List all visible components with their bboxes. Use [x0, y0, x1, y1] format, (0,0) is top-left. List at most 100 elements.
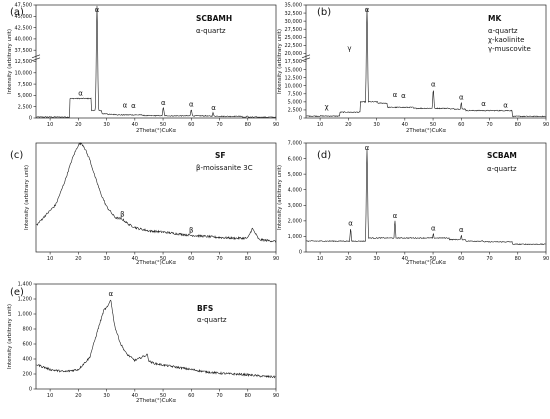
panel-label: (b) [317, 7, 331, 18]
x-tick-label: 50 [160, 256, 166, 262]
x-tick-label: 80 [245, 256, 251, 262]
peak-annotation: α [161, 99, 166, 107]
y-tick-label: 0 [299, 116, 302, 122]
x-tick-label: 20 [345, 256, 351, 262]
panel-0: 10 20 30 40 50 60 70 80 90 0 2,500 5,000 7,500 10,000… [7, 3, 279, 134]
peak-annotation: α [459, 94, 464, 102]
x-axis-label: 2Theta(°)CuKα [406, 128, 446, 134]
x-tick-label: 60 [188, 122, 194, 128]
y-tick-label: 42,500 [15, 25, 33, 31]
x-tick-label: 40 [402, 122, 408, 128]
x-tick-label: 70 [216, 256, 222, 262]
y-axis-label: Intensity (arbitrary unit) [24, 165, 30, 230]
y-tick-label: 7,500 [18, 82, 32, 88]
y-tick-label: 10,000 [285, 83, 303, 89]
y-tick-label: 40,000 [15, 37, 33, 43]
y-tick-label: 37,500 [15, 48, 33, 54]
x-tick-label: 30 [373, 122, 379, 128]
y-tick-label: 800 [22, 327, 32, 333]
x-tick-label: 60 [458, 256, 464, 262]
y-axis-label: Intensity (arbitrary unit) [277, 29, 283, 94]
peak-annotation: α [503, 102, 508, 110]
x-tick-label: 60 [188, 393, 194, 399]
peak-annotation: α [95, 6, 100, 14]
y-tick-label: 32,500 [285, 11, 303, 17]
peak-annotation: α [131, 102, 136, 110]
sample-name: SCBAMH [196, 14, 232, 23]
x-tick-label: 60 [188, 256, 194, 262]
x-tick-label: 20 [75, 122, 81, 128]
peak-annotation: α [401, 92, 406, 100]
y-tick-label: 5,000 [18, 93, 32, 99]
x-tick-label: 10 [47, 122, 53, 128]
y-tick-label: 1,400 [18, 282, 32, 288]
y-tick-label: 15,000 [285, 67, 303, 73]
sample-name: SCBAM [487, 151, 517, 160]
y-tick-label: 35,000 [285, 3, 303, 9]
y-tick-label: 45,000 [15, 14, 33, 20]
phase-label: α-quartz [197, 316, 227, 324]
plot-frame [305, 4, 547, 119]
x-tick-label: 90 [273, 393, 279, 399]
panel-label: (e) [10, 287, 24, 298]
peak-annotation: α [78, 89, 83, 97]
phase-label: α-quartz [488, 27, 518, 35]
y-tick-label: 12,500 [285, 75, 303, 81]
x-tick-label: 90 [543, 256, 549, 262]
x-tick-label: 70 [216, 122, 222, 128]
x-tick-label: 80 [515, 122, 521, 128]
peak-annotation: α [348, 220, 353, 228]
peak-annotation: α [123, 101, 128, 109]
peak-annotation: α [481, 100, 486, 108]
axis-break-mark [31, 54, 41, 62]
x-tick-label: 60 [458, 122, 464, 128]
x-tick-label: 30 [103, 256, 109, 262]
y-tick-label: 0 [299, 250, 302, 256]
y-tick-label: 7,000 [288, 141, 302, 147]
y-tick-label: 0 [29, 116, 32, 122]
x-tick-label: 50 [160, 393, 166, 399]
x-axis-label: 2Theta(°)CuKα [406, 260, 446, 266]
x-tick-label: 90 [273, 122, 279, 128]
plot-frame [35, 142, 277, 253]
y-tick-label: 20,000 [285, 51, 303, 57]
y-tick-label: 1,000 [288, 234, 302, 240]
panel-3: 10 20 30 40 50 60 70 80 90 0 1,000 2,000 3,000 4,000 5… [277, 141, 549, 266]
peak-annotation: α [189, 100, 194, 108]
peak-annotation: α [365, 144, 370, 152]
y-tick-label: 7,500 [288, 91, 302, 97]
x-tick-label: 50 [430, 122, 436, 128]
peak-annotation: γ [347, 44, 351, 52]
x-tick-label: 20 [75, 393, 81, 399]
y-tick-label: 2,500 [288, 108, 302, 114]
x-tick-label: 80 [515, 256, 521, 262]
peak-annotation: α [365, 6, 370, 14]
x-axis-label: 2Theta(°)CuKα [136, 128, 176, 134]
x-tick-label: 10 [317, 256, 323, 262]
peak-annotation: α [393, 212, 398, 220]
panel-1: 10 20 30 40 50 60 70 80 90 0 2,500 5,000 7,500 10,000… [277, 3, 549, 134]
plot-frame [305, 142, 547, 253]
x-tick-label: 10 [47, 256, 53, 262]
x-tick-label: 40 [132, 256, 138, 262]
diffraction-pattern-line [36, 142, 276, 243]
phase-label: β-moissanite 3C [196, 164, 253, 172]
y-axis-label: Intensity (arbitrary unit) [277, 165, 283, 230]
peak-annotation: β [120, 210, 124, 218]
diffraction-pattern-line [306, 148, 546, 246]
y-tick-label: 4,000 [288, 187, 302, 193]
y-axis-label: Intensity (arbitrary unit) [7, 29, 13, 94]
diffraction-pattern-line [36, 5, 276, 119]
x-tick-label: 70 [486, 122, 492, 128]
peak-annotation: χ [325, 103, 329, 111]
y-tick-label: 5,000 [288, 172, 302, 178]
peak-annotation: α [393, 91, 398, 99]
peak-annotation: α [459, 226, 464, 234]
panel-label: (c) [10, 150, 23, 161]
x-tick-label: 10 [47, 393, 53, 399]
peak-annotation: α [211, 104, 216, 112]
panel-label: (d) [317, 150, 331, 161]
x-tick-label: 30 [103, 122, 109, 128]
x-axis-label: 2Theta(°)CuKα [136, 260, 176, 266]
